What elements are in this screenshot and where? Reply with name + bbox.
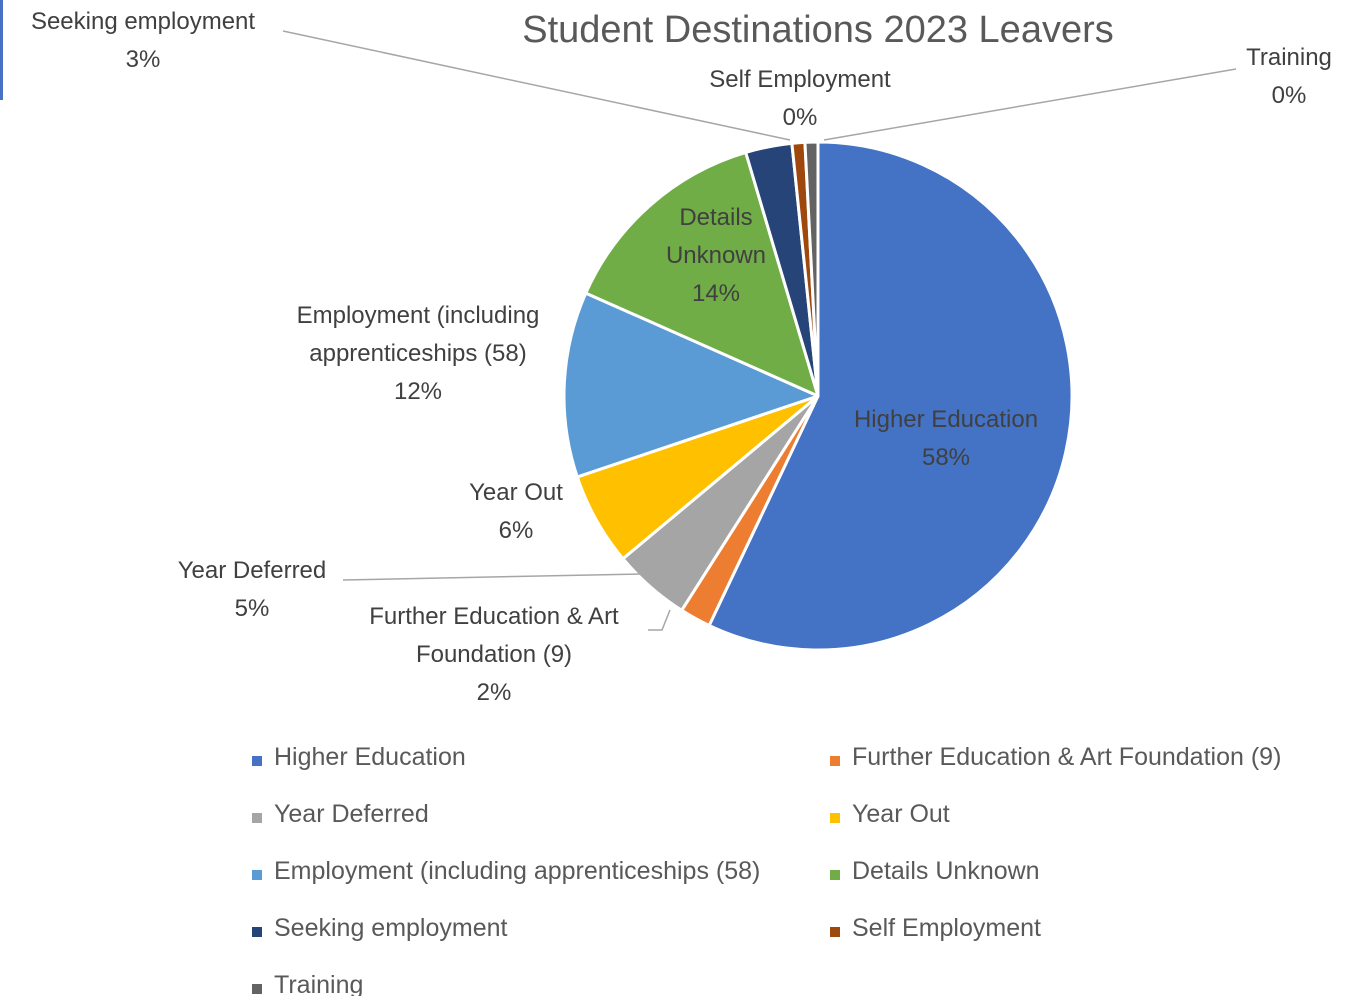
data-label-line: 58% — [922, 444, 970, 471]
legend-label-higher-education: Higher Education — [274, 743, 466, 771]
data-label-line: Year Out — [469, 479, 563, 506]
leader-line-further-education-art-foundation-9 — [648, 609, 671, 631]
data-label-line: Further Education & Art — [369, 603, 619, 630]
data-label-line: 14% — [692, 280, 740, 307]
legend-label-seeking-employment: Seeking employment — [274, 914, 508, 942]
legend-swatch-details-unknown — [830, 870, 840, 880]
data-label-line: 6% — [499, 517, 534, 544]
data-label-line: Employment (including — [297, 302, 540, 329]
data-labels: Higher Education 58% Further Education & A… — [31, 8, 1332, 706]
data-label-line: Year Deferred — [178, 557, 327, 584]
slice-higher-education — [707, 140, 1074, 652]
chart-title: Student Destinations 2023 Leavers — [522, 9, 1114, 51]
window-edge-accent — [0, 0, 3, 100]
legend-swatch-employment-including-apprenticeships-58 — [252, 870, 262, 880]
slice-training — [803, 140, 820, 398]
data-label-details-unknown: Details Unknown 14% — [666, 204, 766, 307]
data-label-higher-education: Higher Education 58% — [854, 406, 1038, 471]
data-label-self-employment: Self Employment 0% — [709, 66, 891, 131]
legend-swatch-further-education-art-foundation-9 — [830, 756, 840, 766]
data-label-line: 0% — [1272, 82, 1307, 109]
legend-swatch-year-out — [830, 813, 840, 823]
legend-swatch-self-employment — [830, 927, 840, 937]
legend-swatch-year-deferred — [252, 813, 262, 823]
legend-label-employment-including-apprenticeships-58: Employment (including apprenticeships (5… — [274, 857, 760, 885]
leader-line-seeking-employment — [282, 30, 791, 141]
data-label-line: 3% — [126, 46, 161, 73]
legend-label-details-unknown: Details Unknown — [852, 857, 1040, 885]
legend-label-self-employment: Self Employment — [852, 914, 1041, 942]
data-label-line: Training — [1246, 44, 1332, 71]
leader-line-year-deferred — [342, 573, 641, 581]
legend-label-year-out: Year Out — [852, 800, 950, 828]
data-label-employment-including-apprenticeships-58: Employment (including apprenticeships (58… — [297, 302, 540, 405]
data-label-line: Details — [679, 204, 752, 231]
data-label-line: 5% — [235, 595, 270, 622]
leader-line-training — [823, 68, 1237, 141]
legend-label-training: Training — [274, 971, 363, 996]
data-label-line: 2% — [477, 679, 512, 706]
slice-employment-including-apprenticeships-58 — [562, 291, 820, 479]
legend-swatch-seeking-employment — [252, 927, 262, 937]
data-label-line: 12% — [394, 378, 442, 405]
leader-lines — [282, 30, 1237, 631]
legend-swatch-higher-education — [252, 756, 262, 766]
data-label-further-education-art-foundation-9: Further Education & Art Foundation (9) 2% — [369, 603, 619, 706]
data-label-training: Training 0% — [1246, 44, 1332, 109]
legend: Higher Education Further Education & Art … — [252, 743, 1281, 996]
data-label-seeking-employment: Seeking employment 3% — [31, 8, 255, 73]
data-label-year-deferred: Year Deferred 5% — [178, 557, 327, 622]
data-label-line: Self Employment — [709, 66, 891, 93]
data-label-year-out: Year Out 6% — [469, 479, 563, 544]
data-label-line: Foundation (9) — [416, 641, 572, 668]
data-label-line: 0% — [783, 104, 818, 131]
pie-slices — [562, 140, 1074, 652]
data-label-line: Higher Education — [854, 406, 1038, 433]
data-label-line: Seeking employment — [31, 8, 255, 35]
data-label-line: Unknown — [666, 242, 766, 269]
legend-label-further-education-art-foundation-9: Further Education & Art Foundation (9) — [852, 743, 1281, 771]
data-label-line: apprenticeships (58) — [309, 340, 526, 367]
legend-label-year-deferred: Year Deferred — [274, 800, 429, 828]
legend-swatch-training — [252, 984, 262, 994]
slice-details-unknown — [584, 150, 820, 398]
